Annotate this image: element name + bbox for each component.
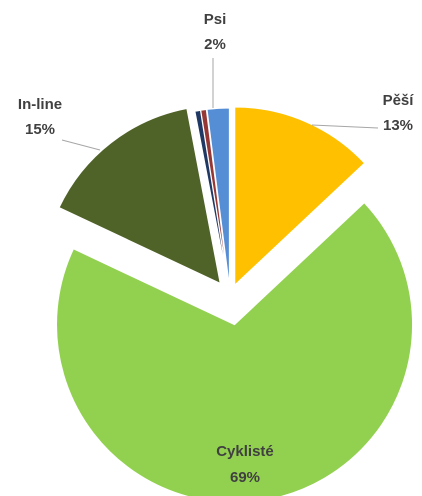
slice-value-label: 13%: [383, 117, 413, 134]
pie-slice: [200, 108, 230, 287]
leader-line: [311, 124, 379, 129]
pie-slice: [58, 107, 221, 285]
pie-slice: [56, 202, 414, 496]
slice-label: Pěší: [383, 92, 415, 109]
slice-value-label: 2%: [204, 36, 226, 53]
slice-label: Cyklisté: [216, 443, 274, 460]
labels: Pěší 13% Cyklisté 69% In-line 15% Psi 2%: [18, 11, 414, 486]
slice-value-label: 15%: [25, 121, 55, 138]
leader-line: [61, 139, 101, 151]
slices: [56, 106, 414, 496]
slice-label: Psi: [204, 11, 227, 28]
slice-label: In-line: [18, 96, 62, 113]
pie-slice: [206, 107, 230, 287]
slice-value-label: 69%: [230, 469, 260, 486]
pie-slice: [234, 106, 366, 287]
